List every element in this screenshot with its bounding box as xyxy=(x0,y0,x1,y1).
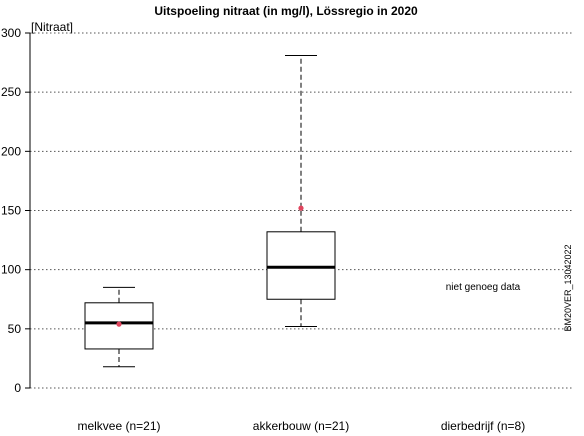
y-tick-label: 150 xyxy=(1,204,21,218)
box xyxy=(266,231,336,300)
no-data-text: niet genoeg data xyxy=(446,282,521,293)
y-axis-label: [Nitraat] xyxy=(31,20,73,34)
side-code: BM20VER_13042022 xyxy=(563,244,573,331)
box-group xyxy=(266,54,336,327)
x-tick-label: akkerbouw (n=21) xyxy=(253,419,349,433)
y-tick-label: 200 xyxy=(1,144,21,158)
box-group xyxy=(84,286,154,368)
y-tick-label: 250 xyxy=(1,85,21,99)
mean-point xyxy=(116,321,122,327)
y-axis: 0 50 100 150 200 250 300 xyxy=(1,26,31,395)
mean-point xyxy=(298,205,304,211)
y-tick-label: 100 xyxy=(1,263,21,277)
x-tick-label: melkvee (n=21) xyxy=(77,419,160,433)
boxes: niet genoeg data xyxy=(84,54,521,368)
chart-title: Uitspoeling nitraat (in mg/l), Lössregio… xyxy=(154,4,418,18)
x-tick-label: dierbedrijf (n=8) xyxy=(441,419,525,433)
y-tick-label: 0 xyxy=(14,381,21,395)
box-group: niet genoeg data xyxy=(446,282,521,293)
y-tick-label: 50 xyxy=(8,322,22,336)
x-axis-labels: melkvee (n=21) akkerbouw (n=21) dierbedrij… xyxy=(77,419,525,433)
y-tick-label: 300 xyxy=(1,26,21,40)
